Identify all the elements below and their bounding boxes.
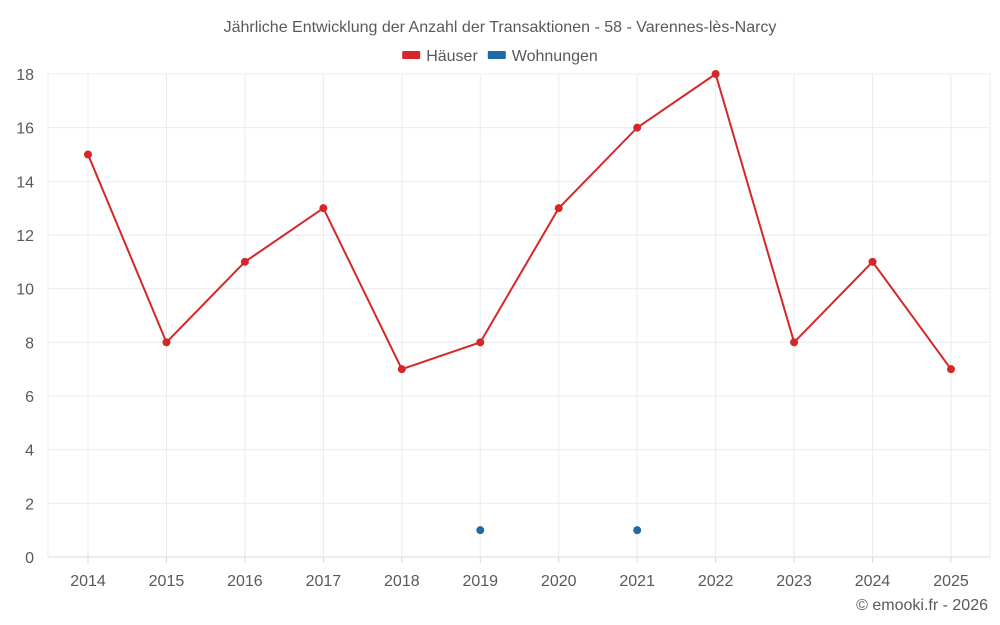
y-axis: 0 2 4 6 8 10 12 14 16 18 bbox=[16, 67, 34, 567]
legend-swatch bbox=[402, 51, 421, 59]
legend-label: Wohnungen bbox=[512, 48, 598, 65]
copyright-text: © emooki.fr - 2026 bbox=[856, 597, 988, 614]
legend-swatch bbox=[487, 51, 506, 59]
legend-item-haeuser[interactable]: Häuser bbox=[402, 48, 478, 65]
y-tick-label: 2 bbox=[25, 496, 34, 513]
data-point[interactable] bbox=[476, 338, 485, 347]
legend-label: Häuser bbox=[426, 48, 478, 65]
data-point[interactable] bbox=[554, 204, 563, 213]
y-tick-label: 6 bbox=[25, 389, 34, 406]
series-group bbox=[84, 70, 955, 535]
x-tick-label: 2017 bbox=[306, 573, 342, 590]
x-tick-label: 2023 bbox=[776, 573, 812, 590]
x-tick-label: 2021 bbox=[619, 573, 655, 590]
x-tick-label: 2016 bbox=[227, 573, 263, 590]
x-axis: 2014 2015 2016 2017 2018 2019 2020 2021 2022 2023… bbox=[70, 573, 969, 590]
series-wohnungen bbox=[476, 526, 642, 535]
y-tick-label: 0 bbox=[25, 550, 34, 567]
y-tick-label: 8 bbox=[25, 335, 34, 352]
data-point[interactable] bbox=[162, 338, 171, 347]
x-tick-label: 2015 bbox=[149, 573, 185, 590]
y-tick-label: 4 bbox=[25, 443, 34, 460]
data-point[interactable] bbox=[868, 257, 877, 266]
data-point[interactable] bbox=[633, 123, 642, 132]
data-point[interactable] bbox=[397, 365, 406, 374]
x-tick-label: 2019 bbox=[462, 573, 498, 590]
y-tick-label: 12 bbox=[16, 228, 34, 245]
data-point[interactable] bbox=[240, 257, 249, 266]
data-point[interactable] bbox=[84, 150, 92, 159]
data-point[interactable] bbox=[711, 70, 720, 78]
x-tick-label: 2014 bbox=[70, 573, 106, 590]
data-point[interactable] bbox=[319, 204, 328, 213]
x-tick-label: 2018 bbox=[384, 573, 420, 590]
y-tick-label: 18 bbox=[16, 67, 34, 84]
x-tick-label: 2020 bbox=[541, 573, 577, 590]
x-tick-label: 2025 bbox=[933, 573, 969, 590]
data-point[interactable] bbox=[476, 526, 485, 535]
series-haeuser bbox=[84, 70, 955, 374]
data-point[interactable] bbox=[790, 338, 799, 347]
data-point[interactable] bbox=[633, 526, 642, 535]
x-tick-label: 2022 bbox=[698, 573, 734, 590]
grid bbox=[47, 73, 991, 563]
y-tick-label: 10 bbox=[16, 282, 34, 299]
x-tick-label: 2024 bbox=[855, 573, 891, 590]
legend: Häuser Wohnungen bbox=[402, 48, 598, 65]
data-point[interactable] bbox=[947, 365, 955, 374]
y-tick-label: 16 bbox=[16, 121, 34, 138]
legend-item-wohnungen[interactable]: Wohnungen bbox=[487, 48, 598, 65]
series-line bbox=[87, 73, 952, 371]
y-tick-label: 14 bbox=[16, 174, 34, 191]
chart-title: Jährliche Entwicklung der Anzahl der Tra… bbox=[224, 19, 777, 36]
